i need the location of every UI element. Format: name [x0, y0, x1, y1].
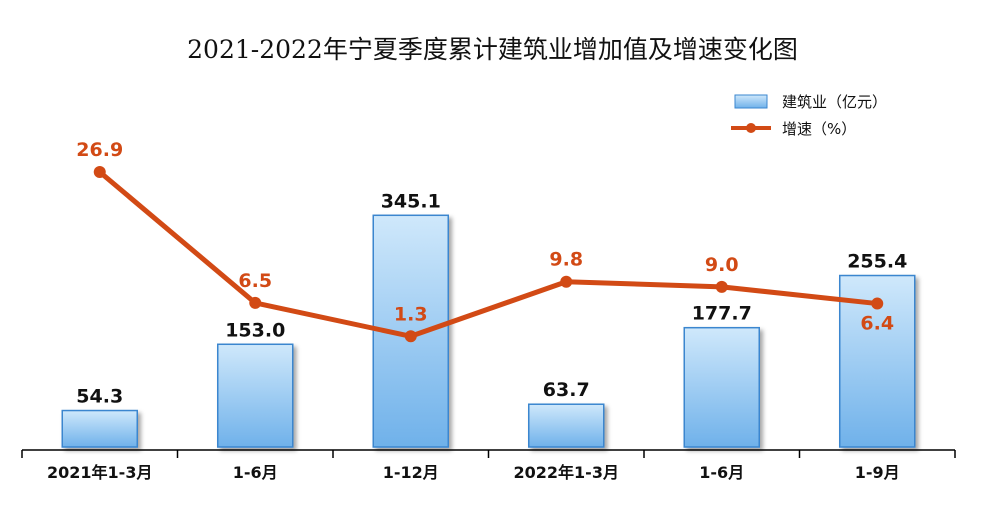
line-point: [560, 275, 573, 288]
line-series: [93, 165, 884, 343]
x-axis: 2021年1-3月 1-6月 1-12月 2022年1-3月 1-6月 1-9月: [21, 449, 956, 482]
bar-data-label: 345.1: [381, 190, 441, 212]
bar: [528, 403, 605, 448]
line-data-label: 26.9: [76, 139, 123, 161]
line-data-label: 9.0: [705, 254, 739, 276]
bar: [683, 326, 760, 448]
legend-line-label: 增速（%）: [782, 120, 856, 138]
legend-bar-label: 建筑业（亿元）: [782, 93, 887, 111]
line-data-label: 6.4: [860, 313, 894, 335]
bar: [61, 409, 138, 448]
line-point: [249, 296, 262, 309]
line-point: [871, 297, 884, 310]
x-tick-label: 2021年1-3月: [47, 463, 152, 482]
x-tick-label: 2022年1-3月: [514, 463, 619, 482]
x-tick-label: 1-12月: [383, 463, 439, 482]
bar-data-label: 63.7: [543, 379, 590, 401]
x-tick-label: 1-6月: [699, 463, 744, 482]
x-tick-label: 1-9月: [855, 463, 900, 482]
bar-data-label: 255.4: [847, 251, 907, 273]
data-labels: 54.3 153.0 345.1 63.7 177.7 255.4 26.9 6.5 1.3 9.…: [76, 139, 907, 408]
line-point: [404, 330, 417, 343]
growth-line: [98, 170, 878, 339]
bar-data-label: 177.7: [692, 303, 752, 325]
legend-line-marker: [746, 123, 756, 133]
line-data-label: 6.5: [238, 270, 272, 292]
line-data-label: 9.8: [549, 249, 583, 271]
line-data-label: 1.3: [394, 303, 428, 325]
legend-bar-swatch: [734, 94, 768, 109]
bar-data-label: 54.3: [76, 386, 123, 408]
bar: [839, 274, 916, 448]
x-tick-label: 1-6月: [233, 463, 278, 482]
bar: [217, 343, 294, 448]
legend: 建筑业（亿元） 增速（%）: [731, 93, 887, 138]
chart-title: 2021-2022年宁夏季度累计建筑业增加值及增速变化图: [187, 35, 798, 64]
bar-series: [61, 214, 916, 448]
line-point: [715, 280, 728, 293]
line-point: [93, 165, 106, 178]
bar-data-label: 153.0: [225, 319, 285, 341]
